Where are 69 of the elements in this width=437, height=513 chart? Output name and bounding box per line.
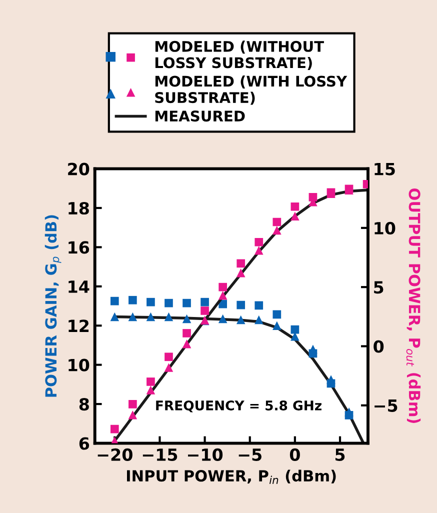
y2-tick-label: 0 [374, 340, 384, 353]
point [236, 300, 246, 310]
point [164, 312, 174, 322]
y-tick-label: 10 [68, 358, 90, 372]
point [182, 314, 192, 324]
point [272, 310, 282, 319]
y2-tick-label: 15 [374, 162, 395, 176]
point [182, 339, 192, 348]
y2-tick-label: 5 [374, 281, 384, 294]
annotation: FREQUENCY = 5.8 GHz [156, 400, 322, 412]
point [254, 246, 264, 255]
point [272, 321, 282, 330]
y-tick-label: 6 [79, 437, 90, 450]
point [290, 212, 300, 220]
point [218, 290, 228, 300]
x-tick-label: −10 [188, 448, 223, 461]
legend-label: MODELED (WITH LOSSY SUBSTRATE) [155, 75, 348, 105]
point [254, 238, 264, 246]
x-axis-title: INPUT POWER, P$_{in}$ (dBm) [126, 470, 336, 484]
point [164, 298, 173, 308]
y-tick-label: 16 [68, 241, 90, 254]
point [308, 344, 318, 354]
y-tick-label: 12 [68, 320, 89, 332]
x-tick-label: 5 [336, 448, 345, 461]
y2-tick-label: 10 [374, 222, 396, 234]
point [200, 306, 209, 315]
point [110, 424, 119, 434]
legend-label: MEASURED [155, 110, 245, 122]
point [290, 325, 300, 334]
point [200, 298, 209, 306]
point [128, 312, 138, 322]
point [236, 268, 246, 278]
y-axis-title: POWER GAIN, G$_{p}$ (dB) [44, 215, 62, 397]
y-tick-label: 8 [79, 398, 89, 411]
point [290, 202, 300, 211]
point [110, 312, 120, 322]
point [182, 329, 191, 338]
point [254, 315, 264, 324]
point [110, 436, 120, 444]
point [182, 298, 191, 308]
point [272, 226, 282, 235]
point [272, 218, 282, 226]
point [254, 301, 264, 310]
point [128, 296, 137, 304]
x-tick-label: −20 [98, 448, 132, 461]
point [128, 400, 137, 408]
point [236, 315, 246, 324]
point [128, 410, 138, 420]
point [236, 259, 246, 268]
point [146, 312, 156, 322]
x-tick-label: −5 [238, 448, 262, 461]
point [110, 296, 119, 306]
y-tick-label: 18 [68, 202, 89, 215]
x-tick-label: 0 [290, 448, 300, 461]
x-tick-label: −15 [142, 448, 178, 461]
point [344, 407, 354, 416]
y2-axis-title: OUTPUT POWER, P$_{out}$ (dBm) [406, 188, 421, 423]
legend-label: MODELED (WITHOUT LOSSY SUBSTRATE) [155, 40, 324, 70]
point [146, 298, 155, 306]
point [218, 282, 227, 292]
point [146, 386, 156, 394]
point [218, 314, 228, 324]
y-tick-label: 14 [68, 280, 90, 293]
y-tick-label: 20 [68, 162, 90, 176]
point [164, 363, 174, 372]
y2-tick-label: −5 [374, 400, 398, 412]
point [326, 375, 336, 384]
point [164, 352, 173, 362]
point [146, 378, 155, 386]
